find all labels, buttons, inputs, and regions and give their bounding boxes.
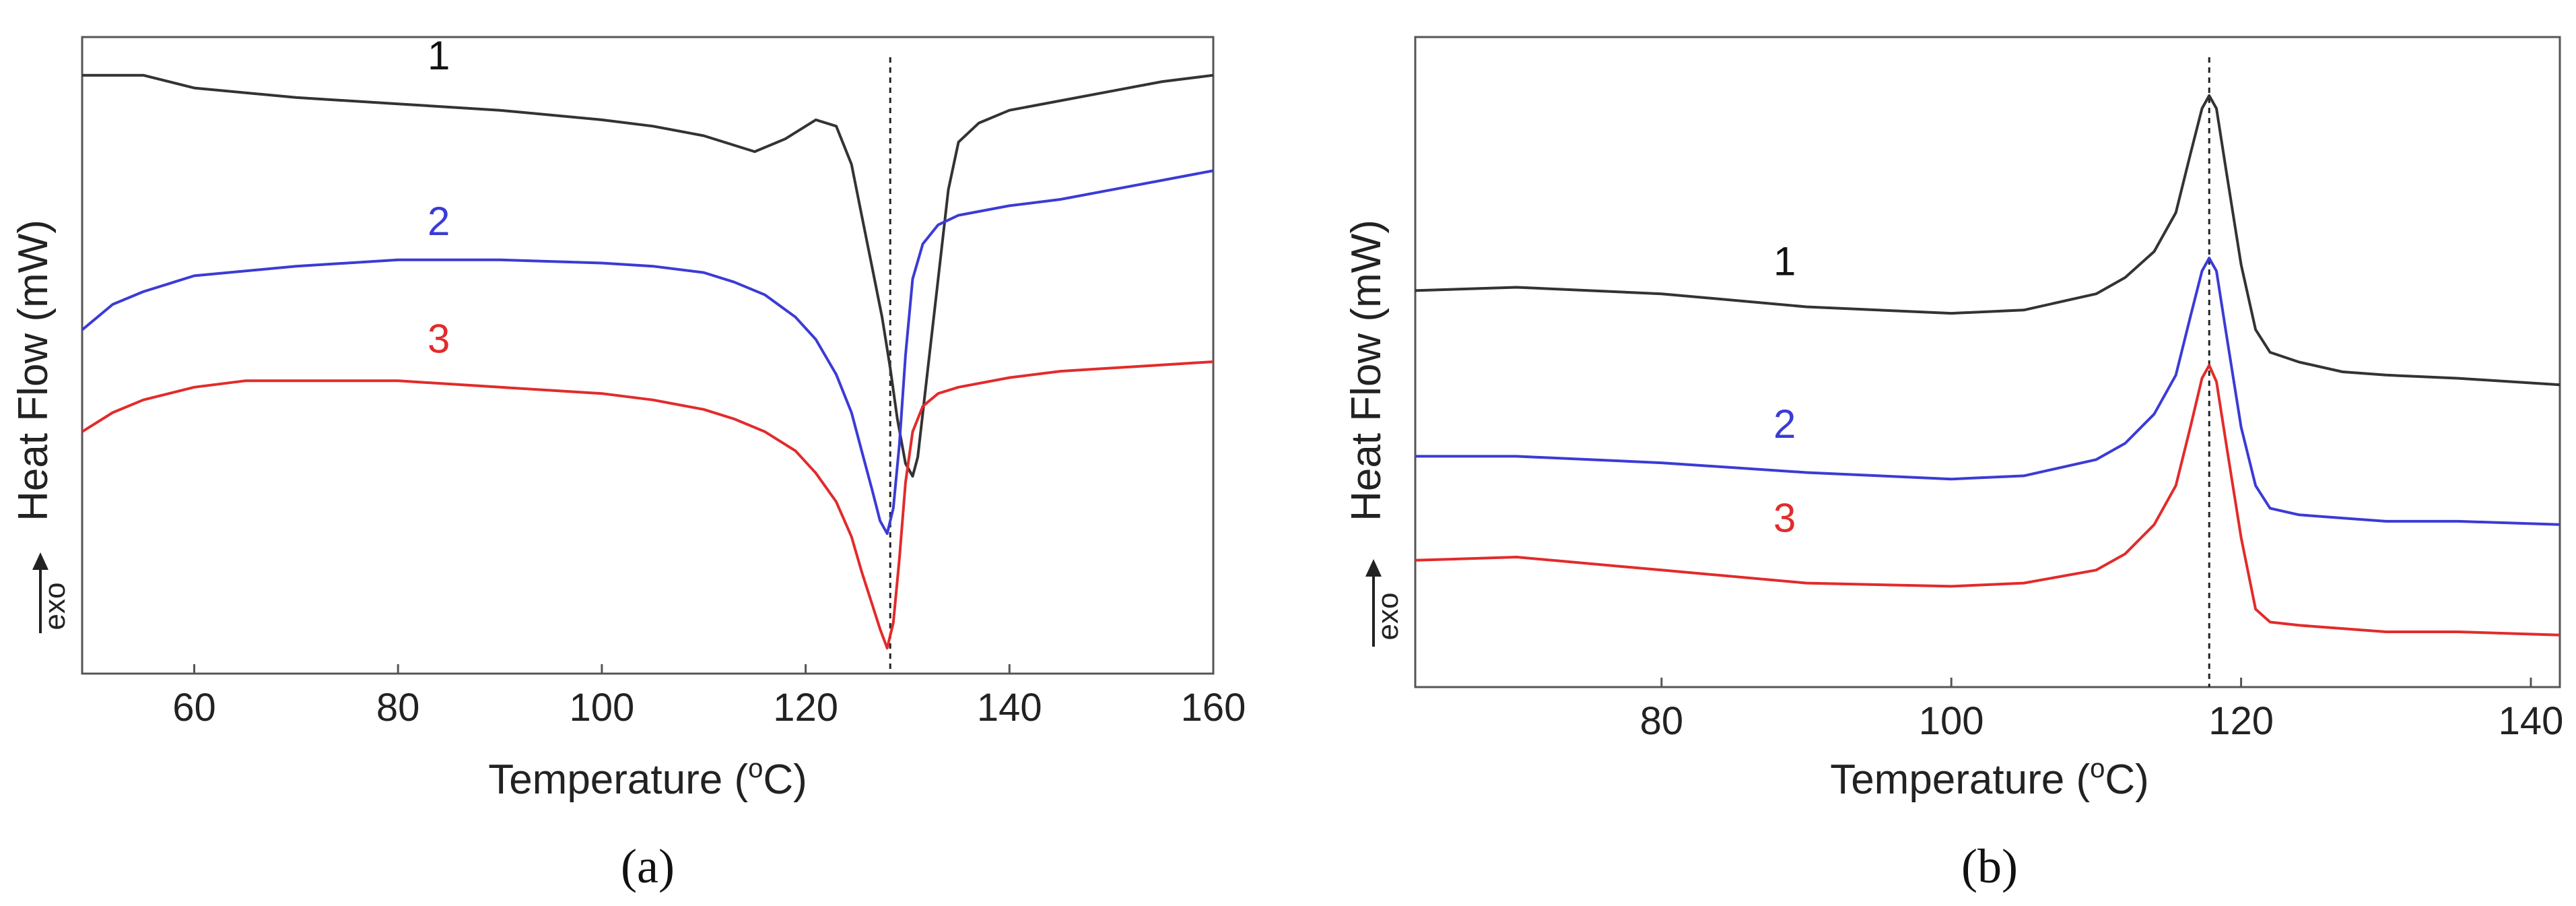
x-axis-title-b-main: Temperature ( (1830, 756, 2090, 803)
x-ticks-b: 80 100 120 140 (1640, 678, 2564, 743)
exo-label-a: exo (38, 583, 71, 630)
x-tick-label: 60 (172, 686, 216, 730)
y-axis-title-b: Heat Flow (mW) (1343, 220, 1390, 521)
series-line-1 (82, 73, 1214, 478)
x-axis-title-a-sup: o (748, 754, 763, 783)
x-tick-label: 80 (376, 686, 420, 730)
x-tick-label: 140 (977, 686, 1042, 730)
x-tick-label: 120 (773, 686, 838, 730)
x-axis-title-b-sup: o (2090, 754, 2105, 783)
curve-label-2: 2 (1773, 401, 1796, 447)
series-group-a (81, 73, 1214, 650)
series-line-3 (81, 360, 1214, 650)
curve-label-3: 3 (1773, 496, 1796, 541)
curve-label-3: 3 (428, 317, 450, 362)
panel-a: 60 80 100 120 140 160 123 Heat Flow (mW) exo … (10, 33, 1246, 893)
x-ticks-a: 60 80 100 120 140 160 (172, 664, 1246, 730)
x-tick-label: 120 (2208, 699, 2274, 743)
curve-labels-a: 1 2 3 (428, 33, 450, 362)
series-group-b (1415, 94, 2561, 637)
curve-label-1: 1 (1773, 239, 1796, 284)
x-tick-label: 100 (1919, 699, 1984, 743)
plot-frame-b (1414, 36, 2561, 688)
x-tick-label: 80 (1640, 699, 1684, 743)
x-axis-title-a: Temperature (oC) (488, 754, 807, 803)
exo-arrow-a: exo (32, 552, 71, 633)
y-axis-title-a: Heat Flow (mW) (10, 220, 57, 521)
panel-label-a: (a) (621, 839, 675, 893)
series-line-2 (1415, 257, 2561, 526)
panel-label-b: (b) (1961, 839, 2018, 893)
x-tick-label: 100 (570, 686, 635, 730)
panel-b: 80 100 120 140 1 2 3 Heat Flow (mW) exo Tempe… (1343, 36, 2564, 893)
x-axis-title-a-tail: C) (763, 756, 807, 803)
plot-frame-a (81, 36, 1215, 675)
series-line-1 (1415, 94, 2561, 387)
curve-labels-b: 1 2 3 (1773, 239, 1796, 541)
series-line-3 (1415, 364, 2561, 637)
curve-label-2: 2 (428, 199, 450, 244)
x-axis-title-a-main: Temperature ( (488, 756, 748, 803)
exo-arrow-b: exo (1365, 559, 1404, 647)
x-axis-title-b: Temperature (oC) (1830, 754, 2149, 803)
x-tick-label: 160 (1181, 686, 1246, 730)
exo-label-b: exo (1371, 593, 1404, 641)
x-axis-title-b-tail: C) (2105, 756, 2148, 803)
series-line-2 (81, 169, 1214, 536)
x-tick-label: 140 (2499, 699, 2564, 743)
curve-label-1: 1 (428, 33, 450, 78)
